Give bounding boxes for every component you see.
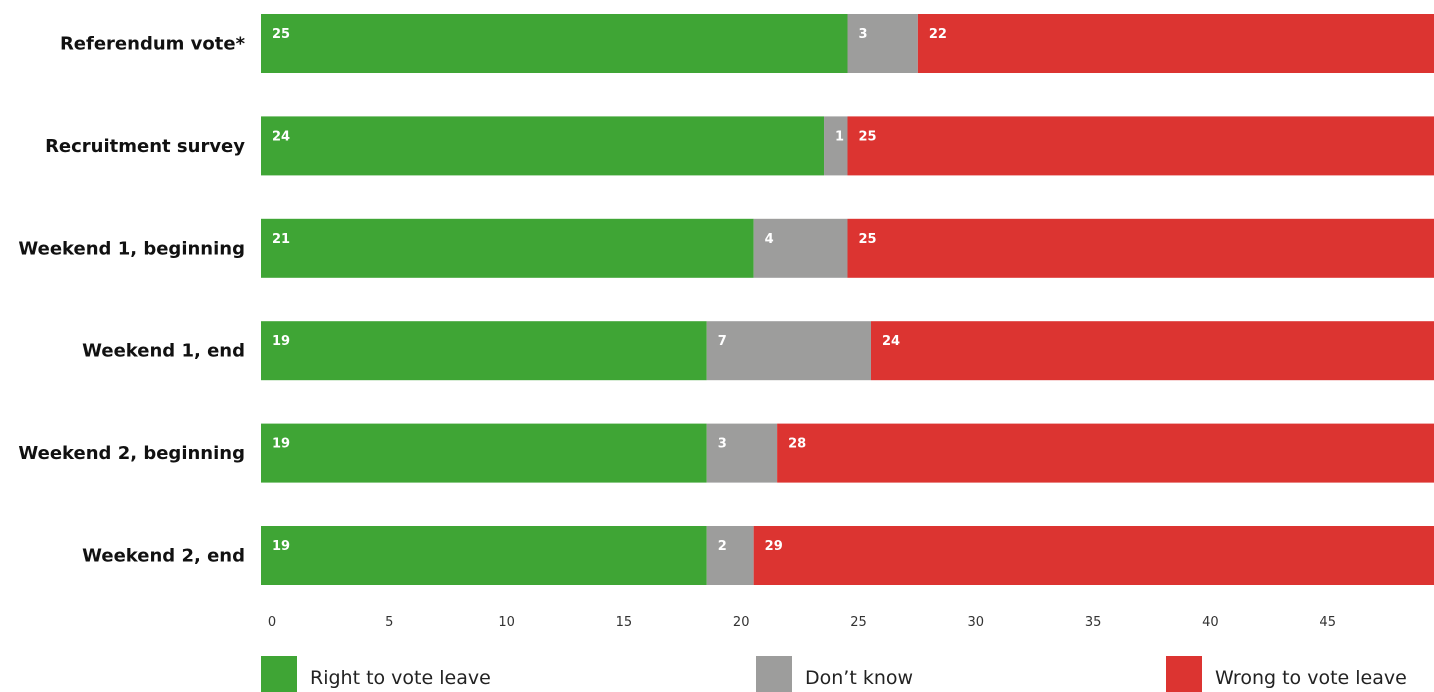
bar-right-to-vote-leave-weekend-2-end <box>261 526 707 585</box>
x-tick-label-0: 0 <box>268 615 276 630</box>
legend-label-right-to-vote-leave: Right to vote leave <box>310 667 491 689</box>
bar-right-to-vote-leave-weekend-1-beginning <box>261 218 754 278</box>
bar-right-to-vote-leave-recruitment-survey <box>261 116 825 176</box>
bar-wrong-to-vote-leave-weekend-1-beginning <box>847 218 1434 278</box>
data-label-wrong-to-vote-leave-recruitment-survey: 25 <box>859 129 877 144</box>
category-label-weekend-2-end: Weekend 2, end <box>82 546 245 567</box>
category-label-recruitment-survey: Recruitment survey <box>45 136 245 157</box>
bar-right-to-vote-leave-referendum-vote <box>261 14 848 73</box>
x-tick-label-5: 5 <box>385 615 393 630</box>
data-labels: 25 3 22 24 1 25 21 4 25 19 7 24 19 3 28 19 2 29 <box>272 27 947 554</box>
bar-don-t-know-referendum-vote <box>847 14 918 73</box>
data-label-right-to-vote-leave-recruitment-survey: 24 <box>272 129 290 144</box>
bar-wrong-to-vote-leave-referendum-vote <box>917 14 1434 73</box>
x-tick-label-40: 40 <box>1202 615 1219 630</box>
data-label-wrong-to-vote-leave-weekend-2-end: 29 <box>765 539 783 554</box>
x-tick-label-10: 10 <box>498 615 515 630</box>
legend-label-don-t-know: Don’t know <box>805 667 913 689</box>
category-labels: Referendum vote* Recruitment survey Weeken… <box>18 34 245 567</box>
legend-label-wrong-to-vote-leave: Wrong to vote leave <box>1215 667 1407 689</box>
legend: Right to vote leave Don’t know Wrong to vo… <box>261 656 1407 692</box>
data-label-right-to-vote-leave-weekend-1-beginning: 21 <box>272 232 290 247</box>
category-label-weekend-2-beginning: Weekend 2, beginning <box>18 443 245 464</box>
bar-don-t-know-weekend-1-beginning <box>753 218 848 278</box>
bar-wrong-to-vote-leave-weekend-2-end <box>753 526 1434 585</box>
x-tick-label-20: 20 <box>733 615 750 630</box>
x-tick-label-25: 25 <box>850 615 867 630</box>
legend-swatch-right-to-vote-leave <box>261 656 297 692</box>
x-tick-label-45: 45 <box>1319 615 1336 630</box>
data-label-right-to-vote-leave-weekend-1-end: 19 <box>272 334 290 349</box>
bar-wrong-to-vote-leave-weekend-2-beginning <box>777 423 1434 483</box>
bar-don-t-know-weekend-2-end <box>706 526 754 585</box>
bar-right-to-vote-leave-weekend-2-beginning <box>261 423 707 483</box>
data-label-wrong-to-vote-leave-weekend-1-end: 24 <box>882 334 900 349</box>
bar-right-to-vote-leave-weekend-1-end <box>261 321 707 381</box>
category-label-weekend-1-end: Weekend 1, end <box>82 341 245 362</box>
bars-layer <box>261 14 1434 585</box>
bar-don-t-know-recruitment-survey <box>824 116 848 176</box>
data-label-don-t-know-referendum-vote: 3 <box>859 27 868 42</box>
x-tick-label-15: 15 <box>616 615 633 630</box>
bar-wrong-to-vote-leave-recruitment-survey <box>847 116 1434 176</box>
data-label-don-t-know-weekend-2-beginning: 3 <box>718 437 727 452</box>
bar-wrong-to-vote-leave-weekend-1-end <box>870 321 1434 381</box>
x-axis-ticks: 05101520253035404550 <box>268 615 1336 630</box>
data-label-wrong-to-vote-leave-referendum-vote: 22 <box>929 27 947 42</box>
x-tick-label-30: 30 <box>968 615 985 630</box>
data-label-right-to-vote-leave-referendum-vote: 25 <box>272 27 290 42</box>
data-label-don-t-know-weekend-2-end: 2 <box>718 539 727 554</box>
legend-swatch-wrong-to-vote-leave <box>1166 656 1202 692</box>
data-label-don-t-know-weekend-1-beginning: 4 <box>765 232 774 247</box>
category-label-weekend-1-beginning: Weekend 1, beginning <box>18 238 245 259</box>
bar-don-t-know-weekend-2-beginning <box>706 423 778 483</box>
legend-swatch-don-t-know <box>756 656 792 692</box>
data-label-don-t-know-weekend-1-end: 7 <box>718 334 727 349</box>
x-tick-label-35: 35 <box>1085 615 1102 630</box>
bar-don-t-know-weekend-1-end <box>706 321 871 381</box>
data-label-wrong-to-vote-leave-weekend-2-beginning: 28 <box>788 437 806 452</box>
category-label-referendum-vote: Referendum vote* <box>60 34 246 55</box>
data-label-wrong-to-vote-leave-weekend-1-beginning: 25 <box>859 232 877 247</box>
data-label-don-t-know-recruitment-survey: 1 <box>835 129 844 144</box>
data-label-right-to-vote-leave-weekend-2-end: 19 <box>272 539 290 554</box>
data-label-right-to-vote-leave-weekend-2-beginning: 19 <box>272 437 290 452</box>
